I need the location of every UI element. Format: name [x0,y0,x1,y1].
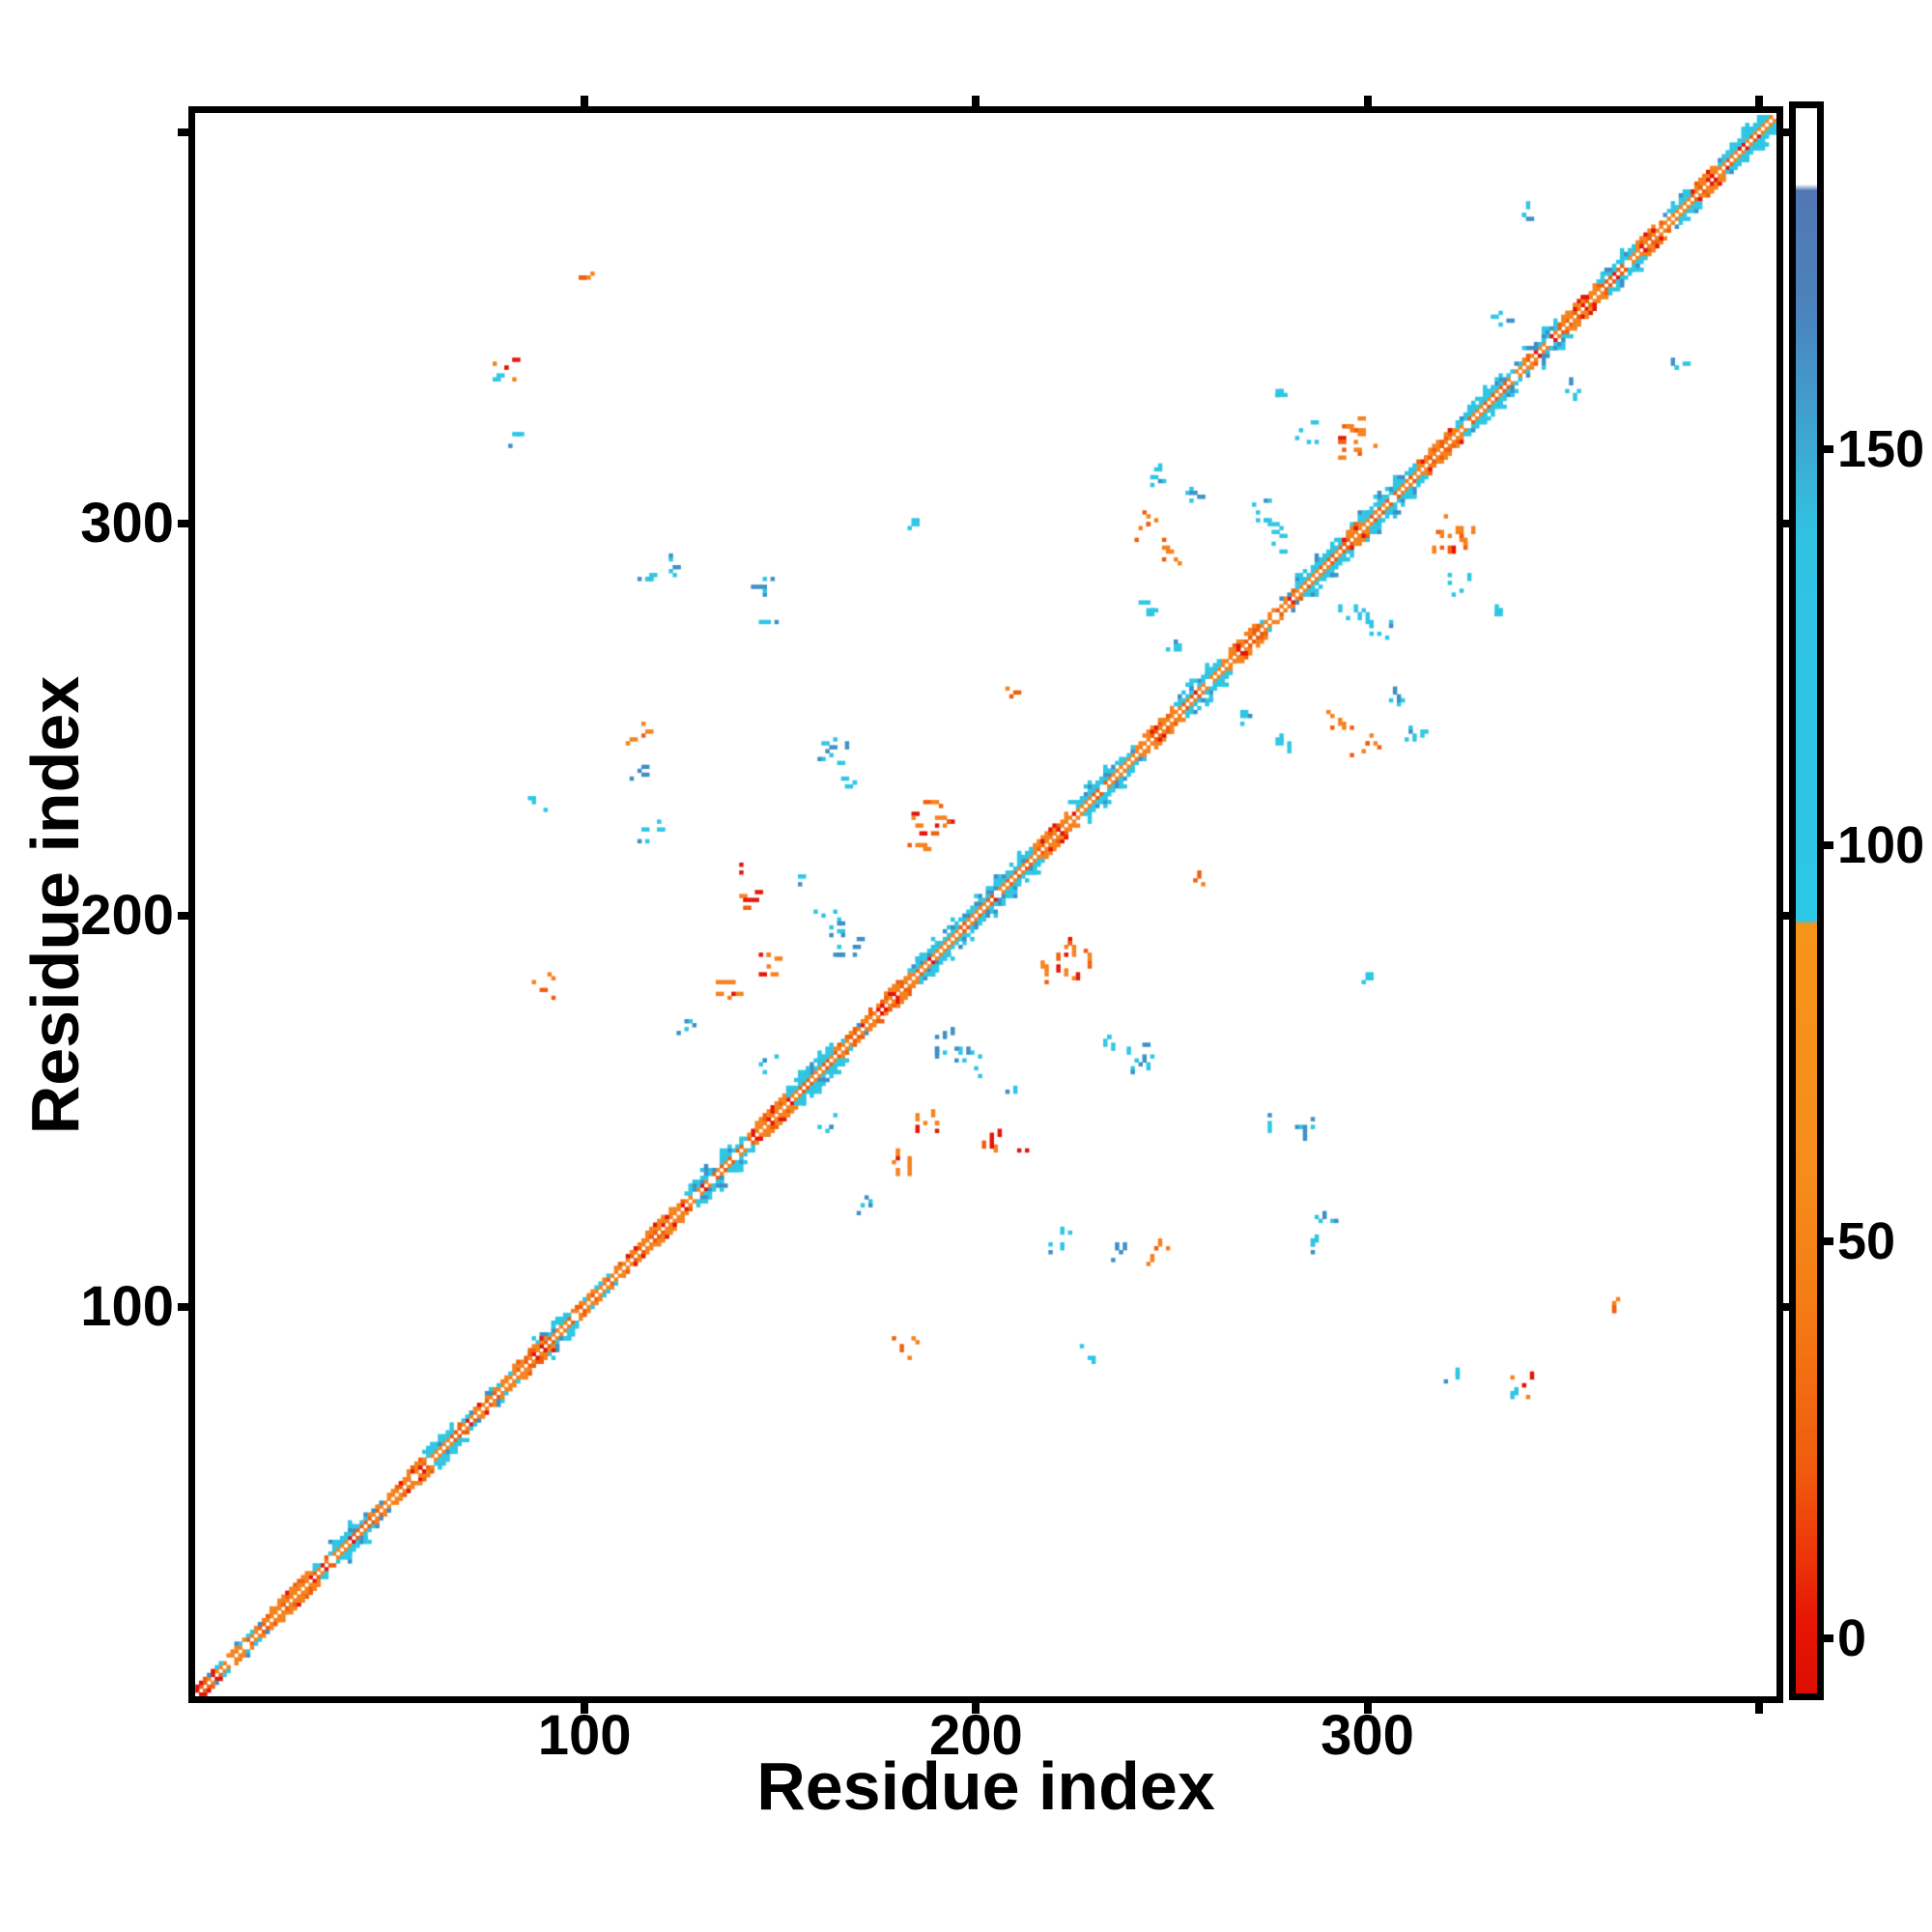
y-tick-label: 100 [80,1274,174,1338]
tick-mark [178,128,188,137]
colorbar [1789,101,1824,1700]
tick-mark [1363,1703,1372,1714]
tick-mark [1783,911,1794,920]
y-tick-label: 200 [80,883,174,947]
colorbar-tick-label: 150 [1837,419,1925,478]
colorbar-tick-mark [1824,1237,1833,1246]
tick-mark [1783,520,1794,528]
colorbar-tick-label: 0 [1837,1608,1867,1667]
tick-mark [178,520,188,528]
tick-mark [178,1302,188,1311]
plot-frame [188,106,1783,1703]
y-tick-label: 300 [80,492,174,555]
colorbar-tick-mark [1824,841,1833,850]
y-axis-title: Residue index [17,675,93,1134]
tick-mark [972,96,980,106]
tick-mark [581,96,589,106]
tick-mark [1783,1302,1794,1311]
colorbar-tick-mark [1824,1634,1833,1642]
x-tick-label: 300 [1321,1704,1414,1767]
x-axis-title: Residue index [756,1748,1215,1824]
tick-mark [581,1703,589,1714]
colorbar-tick-mark [1824,444,1833,453]
tick-mark [1783,128,1794,137]
tick-mark [178,911,188,920]
tick-mark [1754,1703,1763,1714]
tick-mark [1754,96,1763,106]
tick-mark [972,1703,980,1714]
colorbar-tick-label: 100 [1837,816,1925,875]
colorbar-gradient [1796,108,1817,1693]
tick-mark [1363,96,1372,106]
x-tick-label: 100 [537,1704,632,1767]
colorbar-tick-label: 50 [1837,1212,1896,1271]
x-tick-label: 200 [928,1704,1023,1767]
